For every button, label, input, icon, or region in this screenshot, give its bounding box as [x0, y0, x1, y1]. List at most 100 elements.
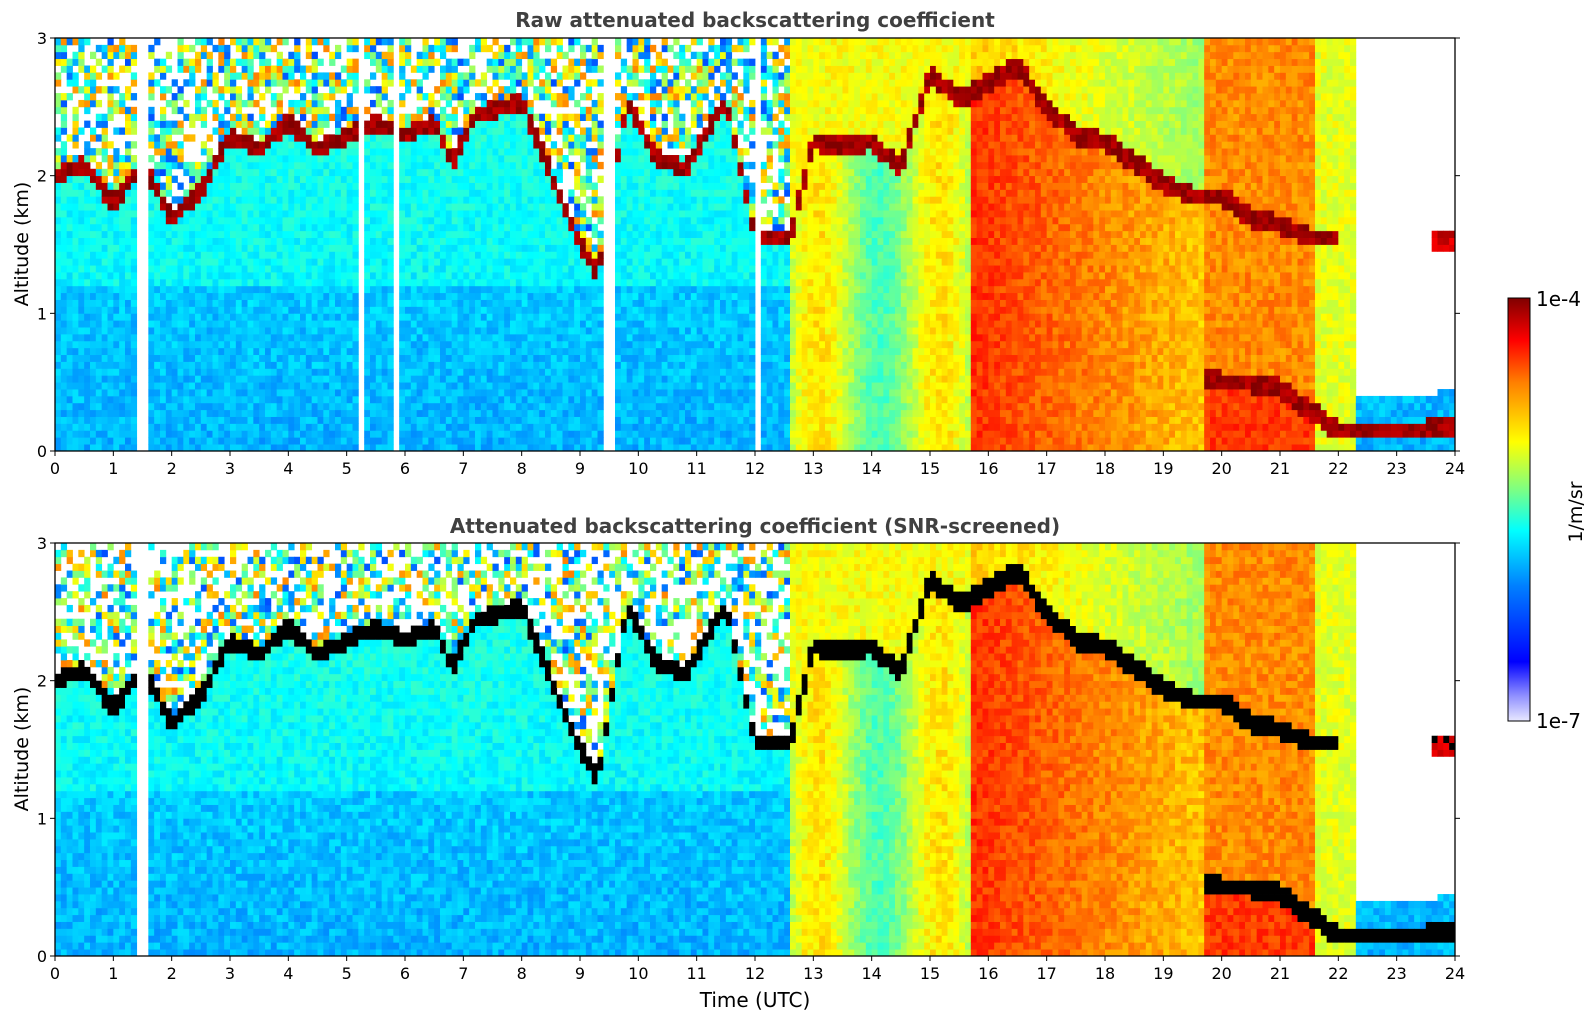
heatmap-cell: [125, 299, 132, 307]
heatmap-cell: [498, 244, 505, 252]
heatmap-cell: [562, 395, 569, 404]
heatmap-cell: [125, 347, 132, 356]
heatmap-cell: [387, 258, 394, 266]
heatmap-cell: [259, 327, 266, 335]
heatmap-cell: [556, 148, 563, 156]
heatmap-cell: [381, 395, 388, 404]
heatmap-cell: [66, 258, 73, 266]
heatmap-cell: [84, 299, 91, 307]
heatmap-cell: [160, 161, 167, 170]
heatmap-cell: [364, 292, 371, 300]
heatmap-cell: [539, 265, 546, 273]
heatmap-cell: [346, 58, 353, 66]
heatmap-cell: [422, 327, 429, 335]
heatmap-cell: [294, 237, 301, 245]
heatmap-cell: [107, 99, 114, 108]
heatmap-cell: [119, 320, 126, 328]
heatmap-cell: [177, 327, 184, 335]
heatmap-cell: [545, 382, 552, 390]
heatmap-cell: [463, 437, 470, 445]
heatmap-cell: [247, 86, 254, 94]
heatmap-cell: [585, 375, 593, 383]
heatmap-cell: [469, 402, 476, 411]
heatmap-cell: [55, 79, 62, 87]
heatmap-cell: [154, 444, 161, 451]
heatmap-cell: [224, 347, 231, 356]
heatmap-cell: [72, 161, 79, 170]
heatmap-cell: [119, 285, 126, 294]
heatmap-cell: [498, 237, 505, 245]
heatmap-cell: [84, 327, 91, 335]
heatmap-cell: [556, 402, 563, 411]
heatmap-cell: [340, 86, 348, 94]
heatmap-cell: [84, 389, 91, 397]
heatmap-cell: [539, 79, 546, 87]
heatmap-cell: [510, 120, 517, 128]
heatmap-cell: [475, 44, 482, 53]
heatmap-cell: [230, 320, 237, 328]
heatmap-cell: [504, 86, 511, 94]
heatmap-cell: [212, 216, 219, 225]
heatmap-cell: [265, 175, 272, 183]
heatmap-cell: [154, 175, 161, 183]
heatmap-cell: [259, 347, 266, 356]
heatmap-cell: [107, 44, 114, 53]
heatmap-cell: [463, 423, 470, 431]
heatmap-cell: [399, 223, 406, 232]
heatmap-cell: [533, 320, 540, 328]
heatmap-cell: [381, 402, 388, 411]
heatmap-cell: [615, 258, 622, 266]
heatmap-cell: [346, 175, 353, 183]
heatmap-cell: [276, 189, 283, 197]
heatmap-cell: [235, 134, 243, 142]
heatmap-cell: [580, 216, 587, 225]
heatmap-cell: [294, 333, 301, 342]
heatmap-cell: [55, 148, 62, 156]
heatmap-cell: [615, 382, 622, 390]
heatmap-cell: [428, 313, 435, 321]
heatmap-cell: [591, 38, 598, 46]
heatmap-cell: [183, 189, 190, 197]
heatmap-cell: [504, 333, 511, 342]
heatmap-cell: [78, 265, 85, 273]
heatmap-cell: [370, 423, 377, 431]
heatmap-cell: [230, 327, 237, 335]
heatmap-cell: [451, 72, 458, 80]
heatmap-cell: [521, 230, 528, 239]
heatmap-cell: [451, 203, 458, 211]
heatmap-cell: [498, 327, 505, 335]
heatmap-cell: [486, 354, 493, 362]
heatmap-cell: [288, 72, 295, 80]
heatmap-cell: [492, 244, 499, 252]
heatmap-cell: [346, 65, 353, 73]
heatmap-cell: [574, 361, 581, 369]
heatmap-cell: [72, 223, 79, 232]
heatmap-cell: [486, 402, 493, 411]
heatmap-cell: [195, 368, 202, 376]
heatmap-cell: [562, 368, 569, 376]
heatmap-cell: [335, 134, 342, 142]
heatmap-cell: [480, 44, 488, 53]
heatmap-cell: [405, 182, 412, 190]
heatmap-cell: [206, 444, 213, 451]
heatmap-cell: [241, 258, 248, 266]
heatmap-cell: [451, 416, 458, 424]
heatmap-cell: [72, 210, 79, 218]
heatmap-cell: [445, 402, 453, 411]
heatmap-cell: [410, 389, 418, 397]
heatmap-cell: [480, 148, 488, 156]
heatmap-cell: [270, 120, 278, 128]
heatmap-cell: [119, 38, 126, 46]
heatmap-cell: [212, 313, 219, 321]
heatmap-cell: [206, 416, 213, 424]
heatmap-cell: [498, 223, 505, 232]
heatmap-cell: [346, 230, 353, 239]
heatmap-cell: [580, 237, 587, 245]
heatmap-cell: [539, 120, 546, 128]
heatmap-cell: [515, 258, 523, 266]
heatmap-cell: [364, 416, 371, 424]
heatmap-cell: [457, 141, 464, 149]
heatmap-cell: [620, 182, 628, 190]
heatmap-cell: [230, 375, 237, 383]
heatmap-cell: [171, 361, 178, 369]
